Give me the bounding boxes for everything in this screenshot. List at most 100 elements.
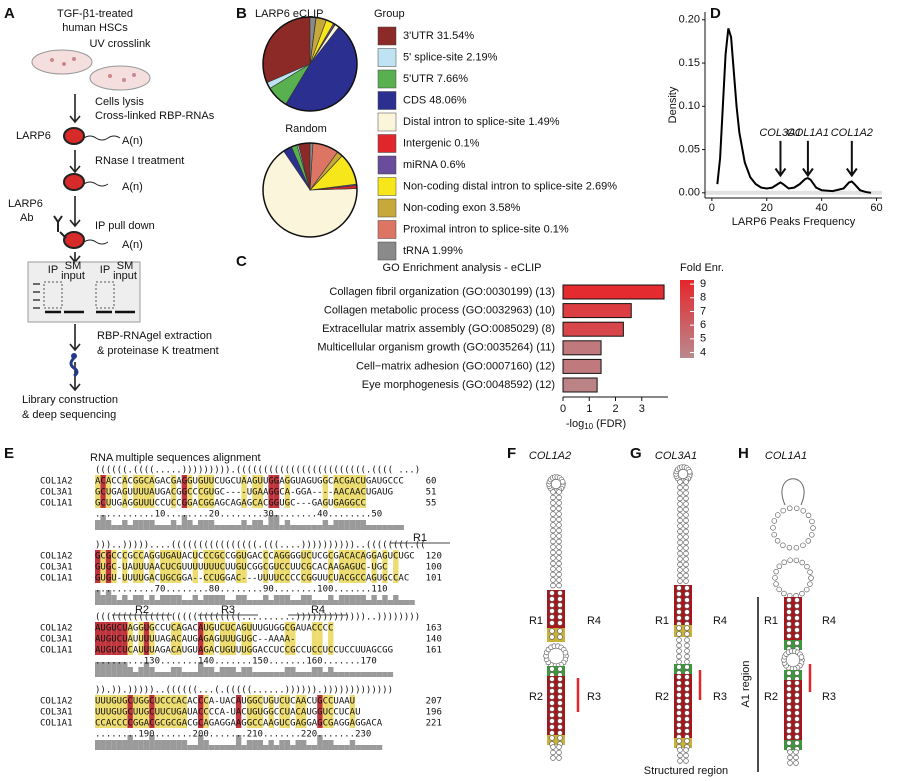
nucleotide xyxy=(786,597,792,603)
alignment-highlight xyxy=(360,550,366,583)
nucleotide xyxy=(683,490,689,496)
conservation-bar xyxy=(338,745,345,750)
conservation-bar xyxy=(246,740,253,750)
conservation-bar xyxy=(257,672,264,677)
conservation-bar xyxy=(279,740,285,750)
structure-title: COL1A2 xyxy=(529,450,571,462)
conservation-bar xyxy=(371,672,377,677)
conservation-bar xyxy=(360,520,366,530)
nucleotide xyxy=(550,527,556,534)
nucleotide xyxy=(557,724,563,730)
nucleotide xyxy=(786,633,792,639)
sequence: CCACCCCGGACGCGCGACGCAGAGGAAGGCCAAGUCGAGG… xyxy=(95,719,383,729)
nucleotide xyxy=(786,704,792,710)
conservation-bar xyxy=(306,745,312,750)
nucleotide xyxy=(787,754,793,761)
nucleotide xyxy=(676,625,682,631)
conservation-bar xyxy=(344,595,350,605)
conservation-bar xyxy=(284,667,291,677)
alignment-highlight xyxy=(344,550,350,583)
panel-letter: G xyxy=(630,445,642,462)
alignment-highlight xyxy=(154,695,161,728)
alignment-highlight xyxy=(105,475,112,508)
nucleotide xyxy=(556,489,562,495)
nucleotide xyxy=(676,653,682,660)
nucleotide xyxy=(550,500,556,506)
nucleotide xyxy=(683,572,689,579)
bar xyxy=(562,303,632,319)
alignment-highlight xyxy=(143,475,150,508)
nucleotide xyxy=(804,563,810,570)
y-tick-label: Collagen metabolic process (GO:0032963) … xyxy=(324,305,555,317)
nucleotide xyxy=(800,508,806,514)
conservation-bar xyxy=(333,672,339,677)
conservation-bar xyxy=(349,520,356,530)
nucleotide xyxy=(549,628,555,634)
nucleotide xyxy=(684,716,690,722)
nucleotide xyxy=(559,478,566,485)
bar xyxy=(562,284,665,300)
alignment-highlight xyxy=(100,695,106,728)
alignment-highlight xyxy=(360,475,366,508)
nucleotide xyxy=(684,738,690,744)
legend-swatch xyxy=(377,112,397,132)
nucleotide xyxy=(557,730,563,736)
legend-swatch xyxy=(377,48,397,67)
nucleotide xyxy=(676,603,682,609)
nucleotide xyxy=(683,752,689,759)
nucleotide xyxy=(805,512,812,519)
nucleotide xyxy=(684,637,690,643)
nucleotide xyxy=(772,575,778,581)
colorbar-tick-label: 7 xyxy=(700,305,706,317)
colorbar-tick-label: 6 xyxy=(700,319,706,331)
stem xyxy=(674,738,692,748)
conservation-bar xyxy=(181,672,188,677)
annotation: COL1A2 xyxy=(831,127,873,139)
nucleotide xyxy=(549,730,555,736)
nucleotide xyxy=(684,664,690,670)
alignment-highlight xyxy=(214,550,220,583)
conservation-bar xyxy=(111,662,117,677)
region-label: R3 xyxy=(713,691,727,703)
conservation-bar xyxy=(371,525,377,530)
region-label: R2 xyxy=(529,691,543,703)
alignment-highlight xyxy=(349,550,356,583)
conservation-bar xyxy=(165,525,171,530)
nucleotide xyxy=(549,608,555,614)
legend-label: Non-coding distal intron to splice-site … xyxy=(403,180,617,192)
nucleotide xyxy=(677,567,683,573)
conservation-bar xyxy=(257,520,264,530)
nucleotide xyxy=(787,749,793,755)
alignment-highlight xyxy=(344,475,350,508)
nucleotide xyxy=(794,640,800,646)
nucleotide xyxy=(786,686,792,692)
conservation-bar xyxy=(176,667,182,677)
nucleotide xyxy=(771,518,778,524)
nucleotide xyxy=(780,542,786,549)
nucleotide xyxy=(549,694,555,700)
conservation-bar xyxy=(306,525,312,530)
nucleotide xyxy=(771,531,777,538)
nucleotide xyxy=(683,556,689,562)
conservation-bar xyxy=(311,745,318,750)
region-label: R1 xyxy=(529,615,543,627)
conservation-bar xyxy=(192,595,198,605)
alignment-highlight xyxy=(132,475,139,508)
conservation-bar xyxy=(306,595,312,605)
nucleotide xyxy=(676,674,682,680)
conservation-bar xyxy=(170,595,177,605)
conservation-bar xyxy=(387,672,394,677)
y-tick-label: Extracellular matrix assembly (GO:008502… xyxy=(322,323,555,335)
step-label: Cross-linked RBP-RNAs xyxy=(95,110,215,122)
nucleotide xyxy=(557,634,563,640)
alignment-highlight xyxy=(105,622,112,655)
nucleotide xyxy=(780,507,786,514)
nucleotide xyxy=(786,734,792,740)
alignment-highlight xyxy=(273,475,280,508)
nucleotide xyxy=(794,722,800,728)
conservation-bar xyxy=(322,600,329,605)
conservation-bar xyxy=(160,595,166,605)
nucleotide xyxy=(786,692,792,698)
nucleotide xyxy=(684,609,690,615)
